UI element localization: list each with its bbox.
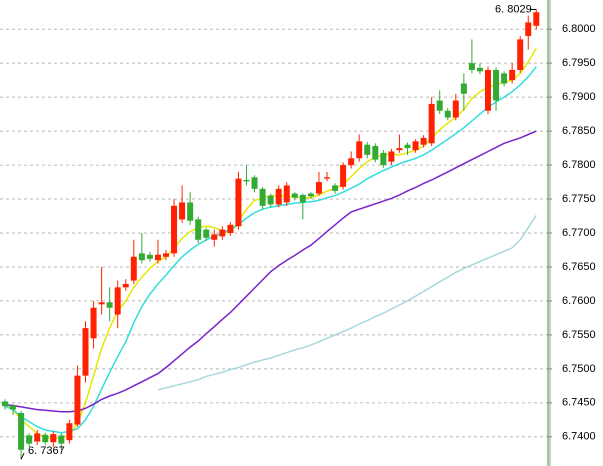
- candle-body: [227, 224, 234, 233]
- candle-body: [203, 229, 210, 238]
- candle-body: [468, 63, 475, 70]
- candle-body: [444, 110, 451, 118]
- candle-body: [332, 185, 339, 191]
- candle-body: [82, 328, 89, 376]
- candle-body: [243, 180, 250, 182]
- candle-body: [275, 188, 282, 205]
- candle-body: [283, 185, 290, 203]
- candle-body: [74, 375, 81, 425]
- candle-body: [179, 202, 186, 220]
- candle-body: [493, 69, 500, 101]
- candle-body: [267, 195, 274, 205]
- candle-body: [18, 413, 25, 450]
- candle-body: [10, 405, 17, 410]
- candle-body: [130, 256, 137, 281]
- candle-body: [299, 194, 306, 203]
- candle-body: [106, 302, 113, 308]
- candle-body: [460, 83, 467, 94]
- candle-body: [364, 144, 371, 155]
- candle-body: [388, 151, 395, 162]
- candle-body: [122, 283, 129, 288]
- candle-body: [98, 302, 105, 305]
- candle-body: [66, 423, 73, 441]
- candle-body: [211, 234, 218, 240]
- candle-body: [315, 182, 322, 194]
- candle-body: [171, 205, 178, 254]
- candle-body: [340, 165, 347, 187]
- candle-body: [485, 69, 491, 111]
- y-tick-label: 6.7650: [562, 261, 596, 273]
- candle-body: [26, 435, 33, 444]
- candle-body: [533, 12, 540, 26]
- candle-body: [517, 39, 524, 70]
- low-pointer: [20, 452, 25, 460]
- ma-line: [157, 214, 537, 391]
- candle-body: [235, 178, 242, 227]
- y-tick-label: 6.7750: [562, 193, 596, 205]
- candle-body: [436, 100, 443, 111]
- candle-body: [291, 193, 298, 198]
- ma-line: [4, 130, 537, 413]
- candle-body: [42, 434, 49, 443]
- candle-body: [420, 137, 427, 145]
- candle-body: [219, 229, 226, 237]
- candle-body: [138, 253, 145, 261]
- candles: [2, 9, 540, 460]
- y-tick-label: 6.7550: [562, 329, 596, 341]
- candle-body: [259, 188, 266, 206]
- candle-body: [404, 144, 411, 149]
- candle-body: [476, 67, 483, 72]
- y-tick-label: 6.7900: [562, 91, 596, 103]
- y-tick-label: 6.7950: [562, 57, 596, 69]
- candle-body: [452, 100, 459, 118]
- y-tick-label: 6.7600: [562, 295, 596, 307]
- candle-body: [154, 254, 161, 261]
- candle-body: [501, 73, 508, 84]
- candle-body: [90, 307, 97, 339]
- ma-line: [4, 66, 537, 434]
- candle-body: [251, 177, 258, 189]
- candle-body: [58, 435, 65, 444]
- candle-body: [412, 141, 419, 151]
- candle-body: [372, 146, 379, 160]
- candle-body: [307, 193, 314, 197]
- low-label: 6. 7367: [28, 445, 65, 457]
- y-tick-label: 6.8000: [562, 23, 596, 35]
- candle-body: [2, 401, 8, 407]
- y-tick-label: 6.7800: [562, 159, 596, 171]
- y-tick-label: 6.7850: [562, 125, 596, 137]
- candle-body: [163, 253, 169, 257]
- y-tick-label: 6.7500: [562, 363, 596, 375]
- high-label: 6. 8029: [495, 3, 532, 15]
- y-tick-label: 6.7450: [562, 397, 596, 409]
- candle-body: [187, 202, 194, 221]
- y-tick-label: 6.7700: [562, 227, 596, 239]
- value-axis: 6.7400 6.7450 6.7500 6.7550 6.7600 6.7650 6.77…: [20, 0, 596, 466]
- candle-body: [509, 69, 516, 81]
- candle-body: [114, 287, 121, 315]
- candle-body: [34, 433, 41, 442]
- candle-body: [324, 177, 330, 179]
- candle-body: [50, 434, 57, 443]
- candle-body: [396, 148, 403, 151]
- candle-body: [428, 103, 435, 144]
- candle-body: [380, 152, 387, 166]
- y-tick-label: 6.7400: [562, 431, 596, 443]
- candle-body: [348, 158, 355, 166]
- candle-body: [146, 254, 153, 259]
- candle-body: [356, 141, 363, 159]
- candle-body: [525, 22, 532, 37]
- candle-body: [195, 219, 202, 240]
